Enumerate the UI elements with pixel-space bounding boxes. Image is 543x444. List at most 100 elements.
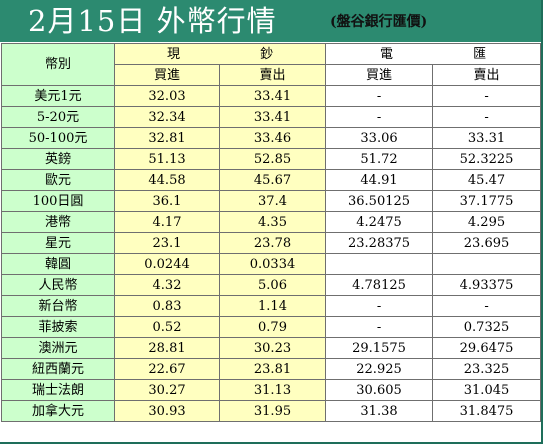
table-row: 瑞士法朗 30.27 31.13 30.605 31.045 xyxy=(1,379,542,401)
wire-buy-cell: 4.2475 xyxy=(325,211,434,233)
table-row: 100日圓 36.1 37.4 36.50125 37.1775 xyxy=(1,190,542,212)
wire-sell-header: 賣出 xyxy=(432,64,542,86)
table-row: 澳洲元 28.81 30.23 29.1575 29.6475 xyxy=(1,337,542,359)
currency-name: 歐元 xyxy=(1,169,115,191)
wire-buy-cell: - xyxy=(325,295,434,317)
wire-sell-cell: - xyxy=(432,295,542,317)
wire-sell-cell: 31.045 xyxy=(432,379,542,401)
currency-name: 紐西蘭元 xyxy=(1,358,115,380)
table-row: 加拿大元 30.93 31.95 31.38 31.8475 xyxy=(1,400,542,422)
currency-name: 加拿大元 xyxy=(1,400,115,422)
cash-sell-cell: 33.41 xyxy=(218,106,327,128)
currency-name: 韓圓 xyxy=(1,253,115,275)
cash-sell-cell: 52.85 xyxy=(218,148,327,170)
wire-sell-cell: 31.8475 xyxy=(432,400,542,422)
currency-name: 菲披索 xyxy=(1,316,115,338)
rate-rows: 美元1元 32.03 33.41- -5-20元 32.34 33.41- -50-100元… xyxy=(1,85,542,422)
wire-buy-cell: 31.38 xyxy=(325,400,434,422)
wire-buy-cell: 51.72 xyxy=(325,148,434,170)
cash-buy-cell: 30.27 xyxy=(114,379,220,401)
table-row: 菲披索 0.52 0.79-0.7325 xyxy=(1,316,542,338)
cash-buy-cell: 0.83 xyxy=(114,295,220,317)
currency-name: 瑞士法朗 xyxy=(1,379,115,401)
wire-buy-cell: 22.925 xyxy=(325,358,434,380)
wire-buy-cell: 23.28375 xyxy=(325,232,434,254)
cash-buy-cell: 22.67 xyxy=(114,358,220,380)
cash-sell-cell: 23.81 xyxy=(218,358,327,380)
wire-buy-cell: 4.78125 xyxy=(325,274,434,296)
wire-sell-cell: - xyxy=(432,85,542,107)
wire-sell-cell: 52.3225 xyxy=(432,148,542,170)
title-bar: 2月15日 外幣行情 (盤谷銀行匯價) xyxy=(0,0,541,42)
table-row: 歐元 44.58 45.67 44.91 45.47 xyxy=(1,169,542,191)
cash-sell-cell: 23.78 xyxy=(218,232,327,254)
currency-name: 50-100元 xyxy=(1,127,115,149)
wire-sell-cell: 45.47 xyxy=(432,169,542,191)
wire-buy-cell: 33.06 xyxy=(325,127,434,149)
cash-sell-cell: 45.67 xyxy=(218,169,327,191)
cash-buy-cell: 32.34 xyxy=(114,106,220,128)
cash-buy-cell: 28.81 xyxy=(114,337,220,359)
table-row: 韓圓 0.0244 0.0334 xyxy=(1,253,542,275)
currency-name: 英鎊 xyxy=(1,148,115,170)
cash-buy-cell: 4.32 xyxy=(114,274,220,296)
cash-sell-cell: 31.95 xyxy=(218,400,327,422)
cash-sell-cell: 33.41 xyxy=(218,85,327,107)
table-row: 人民幣 4.32 5.06 4.78125 4.93375 xyxy=(1,274,542,296)
wire-buy-cell: 36.50125 xyxy=(325,190,434,212)
cash-sell-cell: 0.79 xyxy=(218,316,327,338)
wire-sell-cell: 23.325 xyxy=(432,358,542,380)
cash-group-header: 現 鈔 xyxy=(113,43,327,65)
wire-sell-cell: 23.695 xyxy=(432,232,542,254)
cash-buy-cell: 51.13 xyxy=(114,148,220,170)
cash-buy-cell: 44.58 xyxy=(114,169,220,191)
wire-sell-cell: 37.1775 xyxy=(432,190,542,212)
cash-buy-cell: 36.1 xyxy=(114,190,220,212)
currency-column-header: 幣別 xyxy=(1,43,115,86)
wire-sell-cell: 4.93375 xyxy=(432,274,542,296)
table-row: 美元1元 32.03 33.41- - xyxy=(1,85,542,107)
cash-sell-cell: 5.06 xyxy=(218,274,327,296)
table-row: 英鎊 51.13 52.85 51.72 52.3225 xyxy=(1,148,542,170)
currency-name: 港幣 xyxy=(1,211,115,233)
table-row: 5-20元 32.34 33.41- - xyxy=(1,106,542,128)
page-title: 2月15日 外幣行情 xyxy=(28,4,277,38)
cash-sell-cell: 30.23 xyxy=(218,337,327,359)
cash-buy-cell: 32.81 xyxy=(114,127,220,149)
wire-buy-cell: 29.1575 xyxy=(325,337,434,359)
currency-name: 新台幣 xyxy=(1,295,115,317)
cash-sell-header: 賣出 xyxy=(218,64,327,86)
cash-buy-cell: 0.0244 xyxy=(114,253,220,275)
cash-buy-cell: 4.17 xyxy=(114,211,220,233)
cash-sell-cell: 0.0334 xyxy=(218,253,327,275)
cash-sell-cell: 33.46 xyxy=(218,127,327,149)
cash-buy-cell: 23.1 xyxy=(114,232,220,254)
currency-name: 澳洲元 xyxy=(1,337,115,359)
cash-sell-cell: 4.35 xyxy=(218,211,327,233)
cash-sell-cell: 1.14 xyxy=(218,295,327,317)
wire-group-header: 電 匯 xyxy=(325,43,542,65)
exchange-rate-table: 幣別 現 鈔 電 匯 買進 賣出 買進 賣出 美元1元 32.03 33.41- -5… xyxy=(1,43,542,422)
table-row: 港幣 4.17 4.35 4.2475 4.295 xyxy=(1,211,542,233)
cash-buy-header: 買進 xyxy=(114,64,220,86)
cash-sell-cell: 37.4 xyxy=(218,190,327,212)
cash-buy-cell: 32.03 xyxy=(114,85,220,107)
wire-buy-cell: 30.605 xyxy=(325,379,434,401)
cash-buy-cell: 0.52 xyxy=(114,316,220,338)
currency-name: 人民幣 xyxy=(1,274,115,296)
cash-sell-cell: 31.13 xyxy=(218,379,327,401)
wire-sell-cell: 4.295 xyxy=(432,211,542,233)
source-label: (盤谷銀行匯價) xyxy=(330,14,428,30)
table-row: 紐西蘭元 22.67 23.81 22.925 23.325 xyxy=(1,358,542,380)
wire-sell-cell: 0.7325 xyxy=(432,316,542,338)
wire-buy-cell: 44.91 xyxy=(325,169,434,191)
wire-buy-cell: - xyxy=(325,316,434,338)
wire-sell-cell: 33.31 xyxy=(432,127,542,149)
currency-name: 美元1元 xyxy=(1,85,115,107)
table-row: 星元 23.1 23.78 23.28375 23.695 xyxy=(1,232,542,254)
wire-sell-cell xyxy=(432,253,542,275)
wire-sell-cell: 29.6475 xyxy=(432,337,542,359)
wire-sell-cell: - xyxy=(432,106,542,128)
currency-name: 5-20元 xyxy=(1,106,115,128)
cash-buy-cell: 30.93 xyxy=(114,400,220,422)
